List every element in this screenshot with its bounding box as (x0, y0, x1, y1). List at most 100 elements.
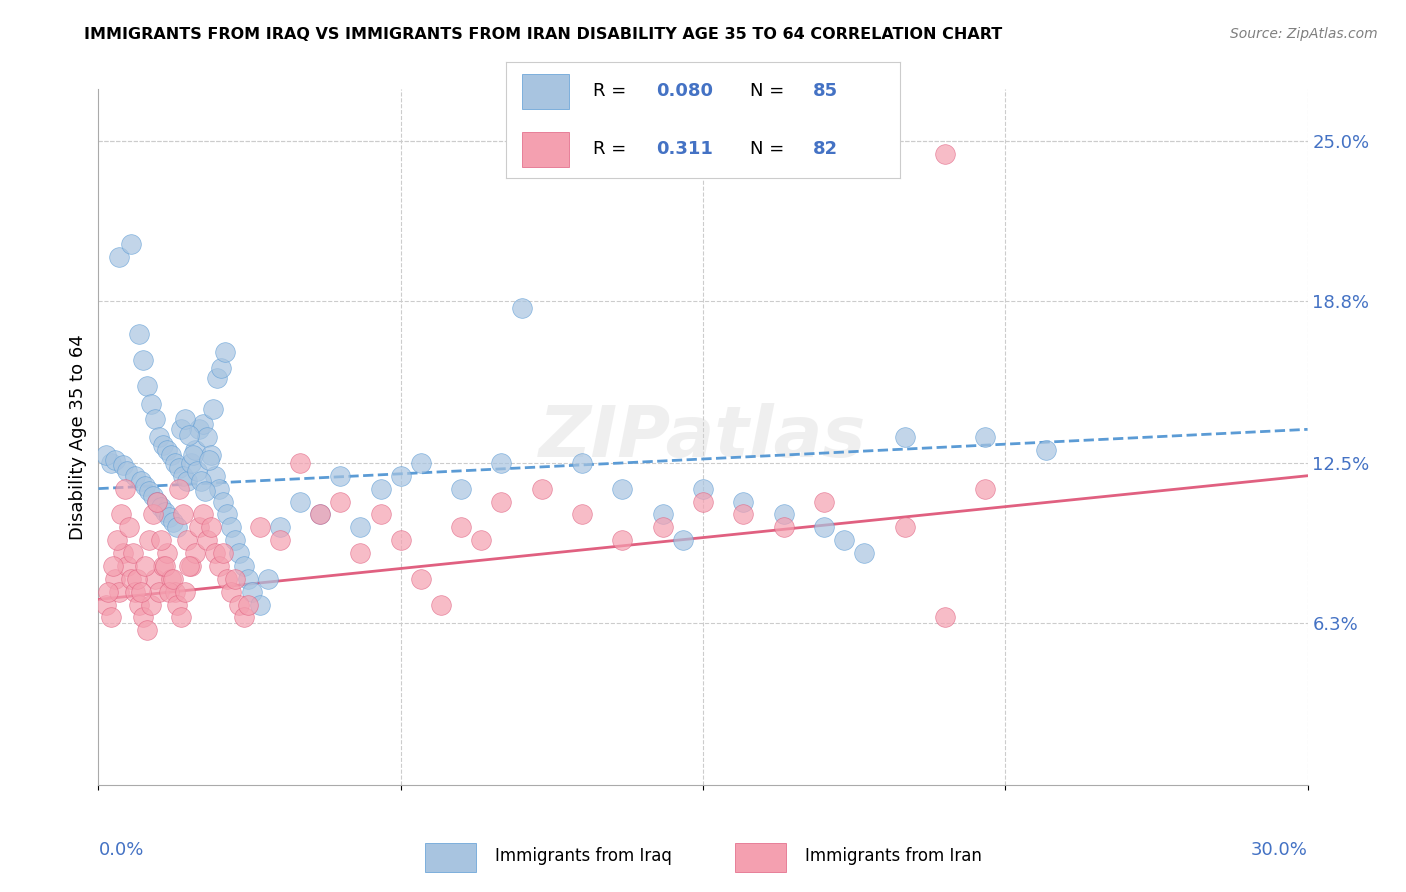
Point (672, 533, 695, 548)
Point (349, 520, 371, 534)
Point (184, 546, 207, 560)
Text: ZIPatlas: ZIPatlas (540, 402, 866, 472)
Point (139, 598, 162, 612)
Point (224, 533, 246, 548)
Point (349, 546, 371, 560)
Point (370, 508, 392, 522)
Point (163, 456, 186, 470)
Point (209, 360, 232, 375)
Point (107, 584, 129, 599)
Text: IMMIGRANTS FROM IRAQ VS IMMIGRANTS FROM IRAN DISABILITY AGE 35 TO 64 CORRELATION: IMMIGRANTS FROM IRAQ VS IMMIGRANTS FROM … (84, 27, 1002, 42)
Point (612, 533, 634, 548)
Point (170, 610, 193, 624)
Point (166, 520, 188, 534)
Point (450, 482, 472, 496)
Point (100, 456, 122, 470)
Point (813, 494, 835, 508)
Point (142, 508, 165, 522)
Point (832, 533, 855, 548)
Point (148, 584, 170, 599)
Point (160, 572, 183, 586)
Point (491, 456, 513, 470)
Text: 30.0%: 30.0% (1251, 840, 1308, 859)
Point (186, 464, 208, 478)
Point (162, 515, 184, 529)
Point (232, 558, 254, 573)
Point (249, 520, 271, 534)
Point (156, 442, 179, 457)
Point (139, 396, 162, 410)
Point (111, 458, 134, 473)
FancyBboxPatch shape (426, 843, 475, 872)
Point (174, 584, 197, 599)
Point (470, 533, 492, 548)
Point (934, 610, 956, 624)
Point (208, 558, 231, 573)
Text: N =: N = (751, 140, 790, 159)
Point (204, 468, 226, 483)
Point (194, 484, 217, 499)
Point (107, 250, 129, 264)
Point (138, 533, 160, 548)
Point (153, 558, 176, 573)
Point (651, 508, 673, 522)
Point (733, 494, 755, 508)
Text: N =: N = (751, 82, 790, 101)
Text: 0.080: 0.080 (655, 82, 713, 101)
Point (100, 610, 122, 624)
Point (249, 598, 271, 612)
Point (202, 401, 225, 416)
Point (97, 584, 120, 599)
Point (128, 326, 150, 341)
Point (893, 430, 915, 444)
Point (142, 489, 165, 503)
Point (430, 598, 453, 612)
Point (217, 508, 239, 522)
Point (124, 584, 146, 599)
Point (146, 494, 169, 508)
Point (167, 482, 190, 496)
Point (160, 448, 183, 462)
Point (156, 546, 179, 560)
Point (217, 572, 239, 586)
Point (146, 494, 169, 508)
Point (157, 584, 180, 599)
Point (893, 520, 915, 534)
Point (269, 533, 291, 548)
Point (124, 468, 146, 483)
Point (120, 236, 142, 251)
Point (389, 533, 412, 548)
Point (148, 430, 170, 444)
Point (198, 453, 221, 467)
Point (1035, 442, 1057, 457)
Point (176, 474, 198, 488)
Point (612, 482, 634, 496)
Point (149, 500, 172, 514)
Point (193, 417, 215, 432)
Point (228, 546, 250, 560)
Point (772, 520, 794, 534)
Point (152, 558, 174, 573)
Point (329, 468, 352, 483)
Point (491, 494, 513, 508)
Point (974, 482, 997, 496)
Point (153, 505, 176, 519)
Text: R =: R = (593, 140, 631, 159)
Point (174, 412, 197, 426)
Point (135, 624, 157, 638)
Point (172, 508, 194, 522)
Point (181, 448, 204, 462)
Point (212, 546, 235, 560)
Point (129, 584, 152, 599)
Point (204, 546, 226, 560)
Point (121, 546, 143, 560)
Point (208, 482, 231, 496)
Text: Source: ZipAtlas.com: Source: ZipAtlas.com (1230, 27, 1378, 41)
Point (163, 584, 186, 599)
Point (288, 456, 311, 470)
Point (256, 572, 278, 586)
Point (115, 464, 138, 478)
Point (772, 508, 794, 522)
Point (571, 456, 593, 470)
Point (96, 598, 118, 612)
